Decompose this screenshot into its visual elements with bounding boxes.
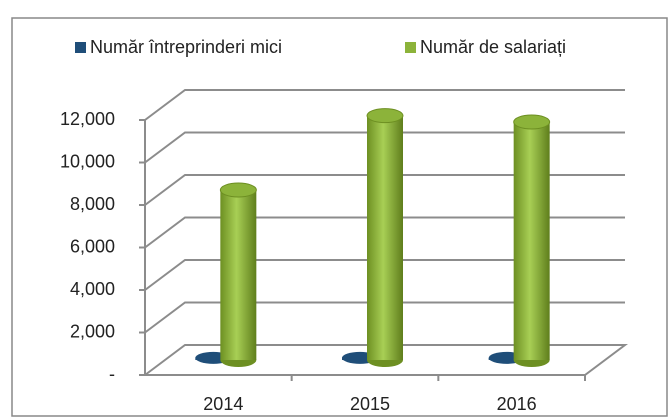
y-tick-label: 12,000 [60, 109, 115, 129]
y-tick-label: - [109, 364, 115, 384]
grid-line [144, 216, 625, 249]
bar [513, 122, 550, 360]
y-tick-label: 10,000 [60, 151, 115, 171]
x-tick-label: 2016 [497, 394, 537, 414]
grid-line [144, 301, 625, 334]
legend-swatch [405, 42, 416, 53]
y-tick-label: 4,000 [70, 279, 115, 299]
grid-line [144, 259, 625, 291]
bar-top [219, 182, 257, 198]
bar [367, 115, 403, 360]
grid-line [144, 131, 625, 164]
bar [220, 190, 257, 360]
legend-label: Număr întreprinderi mici [90, 37, 282, 57]
y-tick-label: 6,000 [70, 236, 115, 256]
y-tick-label: 2,000 [70, 321, 115, 341]
bar-top [366, 108, 404, 124]
grid-line [144, 174, 625, 206]
grid-line [144, 89, 625, 121]
y-tick-label: 8,000 [70, 194, 115, 214]
bar-top [513, 114, 551, 130]
legend-swatch [75, 42, 86, 53]
x-tick-label: 2014 [203, 394, 243, 414]
legend-label: Număr de salariați [420, 37, 566, 57]
x-tick-label: 2015 [350, 394, 390, 414]
